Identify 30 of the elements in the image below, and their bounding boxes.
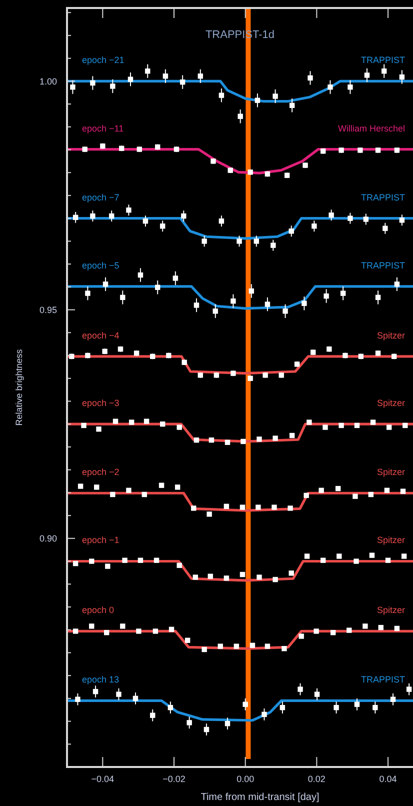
annotation: Spitzer [376, 330, 405, 340]
annotation: TRAPPIST [360, 55, 406, 66]
x-axis-title: Time from mid-transit [day] [200, 792, 320, 803]
y-tick-label: 0.95 [39, 304, 57, 315]
y-tick-label: 0.90 [39, 534, 57, 544]
x-tick-label: 0.04 [379, 774, 397, 784]
annotation: Spitzer [376, 605, 405, 616]
x-tick-label: −0.04 [91, 774, 114, 784]
series-label: epoch −11 [82, 123, 124, 134]
annotation: Spitzer [376, 535, 405, 546]
series-label: epoch −21 [82, 55, 124, 66]
y-axis-title: Relative brightness [14, 348, 24, 426]
series-label: epoch −4 [82, 330, 120, 340]
series-label: epoch −1 [82, 535, 120, 546]
x-tick-label: −0.02 [162, 774, 186, 784]
annotation: Spitzer [376, 398, 405, 408]
series-label: epoch −2 [82, 467, 120, 478]
annotation: Spitzer [376, 467, 405, 478]
x-tick-label: 0.00 [236, 774, 254, 784]
series-label: epoch −5 [82, 260, 120, 270]
series-label: epoch 0 [82, 605, 114, 616]
x-tick-label: 0.02 [308, 774, 326, 784]
series-label: epoch −3 [82, 398, 120, 408]
annotation: TRAPPIST [360, 674, 406, 685]
annotation: TRAPPIST [360, 192, 406, 202]
series-label: epoch −7 [82, 192, 120, 202]
annotation: William Herschel [338, 123, 405, 134]
series-label: epoch 13 [82, 674, 120, 685]
y-tick-label: 1.00 [39, 76, 57, 86]
annotation: TRAPPIST [360, 260, 406, 270]
